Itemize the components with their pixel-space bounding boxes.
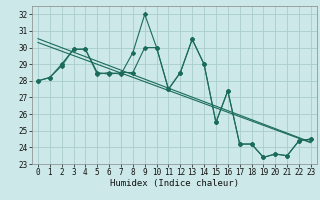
X-axis label: Humidex (Indice chaleur): Humidex (Indice chaleur) xyxy=(110,179,239,188)
